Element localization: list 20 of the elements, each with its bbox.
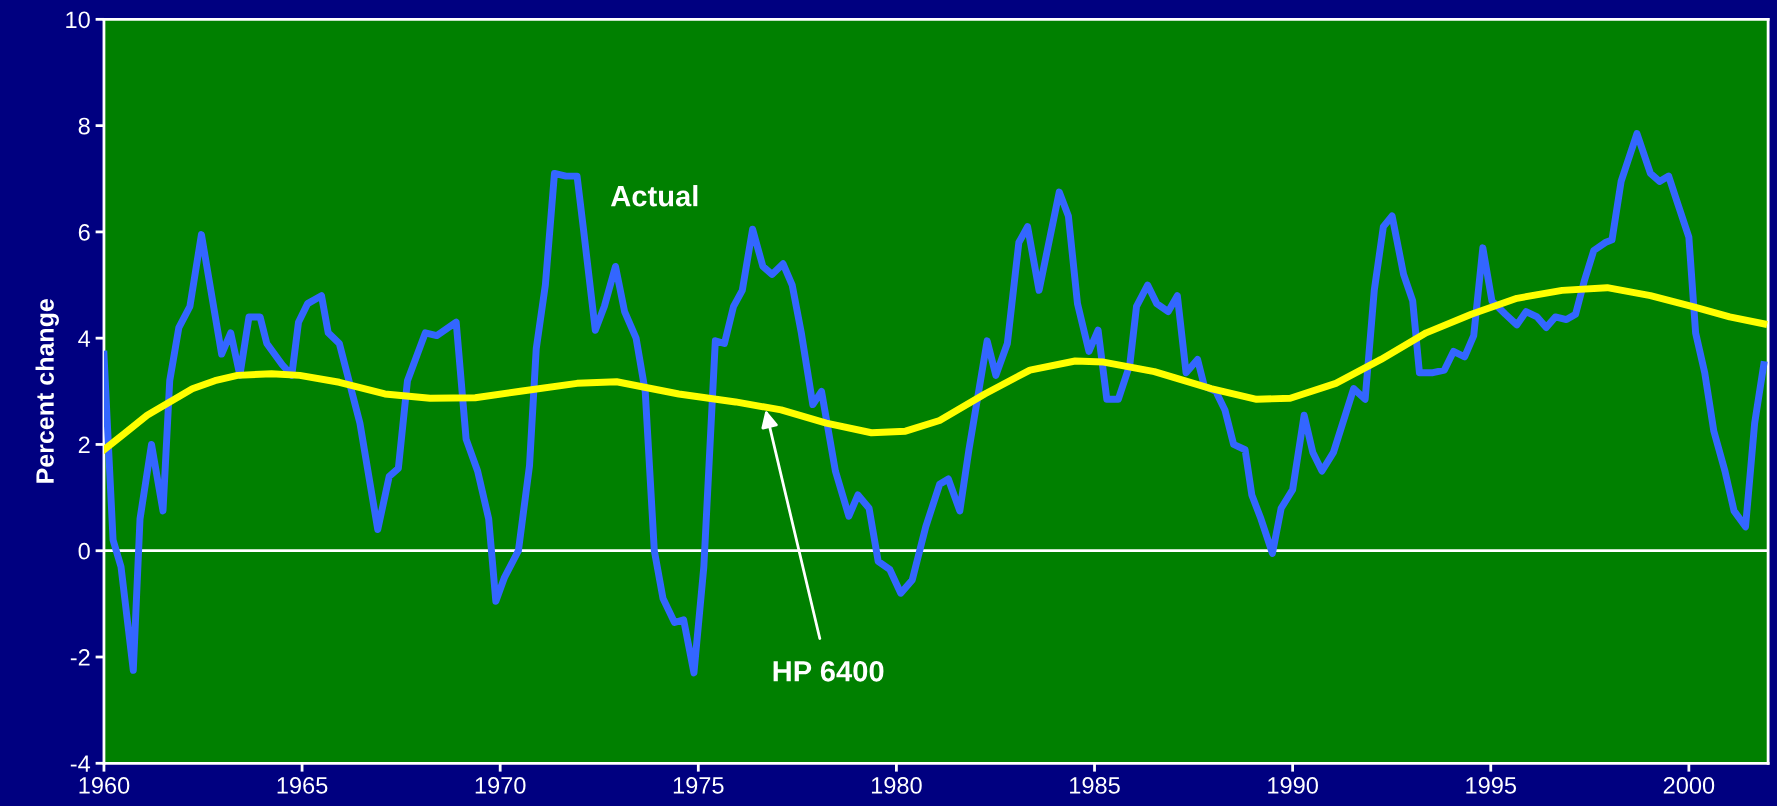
y-tick-label: 4	[78, 330, 91, 347]
x-tick-label: 1985	[1070, 777, 1120, 794]
annotation: Actual	[610, 185, 698, 207]
x-tick-label: 1990	[1268, 777, 1318, 794]
x-tick-label: 1960	[79, 777, 130, 794]
x-tick-label: 1965	[277, 777, 328, 794]
y-tick-label: 2	[78, 436, 90, 454]
x-tick-label: 1995	[1466, 777, 1517, 794]
annotation: HP 6400	[773, 660, 884, 682]
x-tick-label: 1970	[475, 777, 526, 794]
x-tick-label: 1980	[871, 777, 922, 794]
y-tick-label: 8	[78, 117, 90, 135]
y-tick-label: 6	[78, 223, 90, 241]
y-tick-label: -2	[70, 649, 90, 666]
x-tick-label: 1975	[673, 777, 724, 794]
y-tick-label: 10	[66, 11, 90, 29]
y-axis-title: Percent change	[35, 299, 59, 483]
y-tick-label: 0	[78, 542, 90, 560]
x-tick-label: 2000	[1663, 777, 1715, 794]
y-tick-label: -4	[70, 755, 91, 772]
